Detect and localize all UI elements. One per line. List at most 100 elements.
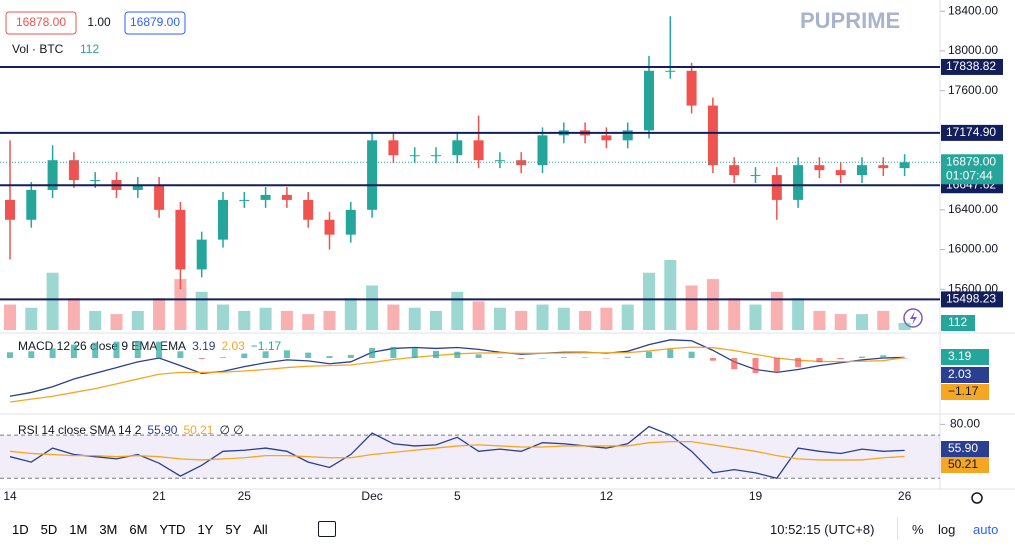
- value-tag-label: 50.21: [948, 457, 978, 471]
- histogram-bar: [92, 342, 99, 358]
- histogram-bar: [603, 358, 610, 359]
- volume-bar: [366, 285, 379, 330]
- volume-bar: [217, 304, 229, 330]
- histogram-bar: [582, 357, 589, 358]
- volume-bar: [110, 314, 123, 330]
- range-button[interactable]: 5Y: [225, 522, 242, 537]
- volume-bar: [515, 310, 528, 330]
- candle-body: [537, 135, 548, 166]
- volume-bar: [259, 307, 272, 330]
- range-button[interactable]: 5D: [40, 522, 58, 537]
- candle-body: [90, 180, 101, 182]
- candle-body: [26, 189, 37, 220]
- histogram-bar: [624, 356, 631, 358]
- histogram-bar: [177, 351, 184, 358]
- histogram-bar: [220, 357, 226, 358]
- y-tick-label: 16000.00: [948, 242, 998, 256]
- volume-bar: [728, 298, 741, 330]
- histogram-bar: [475, 354, 482, 358]
- histogram-bar: [7, 352, 13, 358]
- y-tick-label: 17600.00: [948, 83, 998, 97]
- range-button[interactable]: 1M: [69, 522, 88, 537]
- pane-legend: MACD 12 26 close 9 EMA EMA 3.19 2.03 −1.17: [18, 339, 281, 353]
- series-line: [9, 425, 905, 479]
- watermark: PUPRIME: [800, 8, 900, 33]
- candle-body: [878, 165, 889, 169]
- log-button[interactable]: log: [938, 522, 956, 537]
- volume-bar: [89, 310, 102, 330]
- volume-bar: [4, 304, 16, 330]
- histogram-bar: [262, 351, 269, 358]
- histogram-bar: [795, 358, 802, 368]
- range-button[interactable]: 1Y: [197, 522, 214, 537]
- candle-body: [260, 194, 271, 200]
- value-tag: [941, 441, 989, 457]
- x-tick-label: 25: [238, 489, 252, 503]
- histogram-bar: [496, 357, 503, 358]
- range-button[interactable]: 1D: [12, 522, 29, 537]
- value-tag-label: 3.19: [948, 349, 972, 363]
- volume-bar: [621, 304, 634, 330]
- value-tag-label: 2.03: [948, 367, 972, 381]
- candle-body: [239, 199, 250, 201]
- candle-body: [345, 209, 356, 235]
- percent-button[interactable]: %: [912, 522, 924, 537]
- volume-bar: [451, 291, 464, 330]
- level-label: 17174.90: [946, 125, 996, 139]
- candle-body: [793, 165, 804, 200]
- candle-body: [771, 175, 782, 200]
- range-button[interactable]: All: [253, 522, 268, 537]
- volume-bar: [792, 298, 805, 330]
- settings-icon[interactable]: [971, 492, 983, 504]
- sell-price[interactable]: 16878.00: [16, 15, 66, 29]
- candle-body: [218, 199, 228, 240]
- volume-bar: [408, 307, 421, 330]
- volume-bar: [344, 298, 357, 330]
- histogram-bar: [411, 348, 418, 358]
- volume-bar: [46, 272, 59, 330]
- buy-box[interactable]: [124, 11, 186, 35]
- histogram-bar: [28, 351, 35, 358]
- volume-legend-value: 112: [80, 42, 99, 56]
- range-button[interactable]: YTD: [159, 522, 186, 537]
- legend-extra: ∅ ∅: [219, 423, 243, 437]
- x-tick-label: 21: [152, 489, 166, 503]
- volume-bar: [280, 310, 293, 330]
- volume-bar: [770, 291, 783, 330]
- histogram-bar: [454, 351, 461, 358]
- candle-body: [452, 140, 463, 156]
- histogram-bar: [305, 352, 312, 358]
- histogram-bar: [688, 351, 695, 358]
- price-label: 16879.00: [946, 154, 996, 168]
- legend-value: 2.03: [221, 339, 245, 353]
- histogram-bar: [390, 346, 397, 358]
- calendar-icon[interactable]: [318, 521, 336, 537]
- volume-bar: [238, 310, 251, 330]
- histogram-bar: [837, 358, 844, 360]
- volume-bar: [834, 314, 847, 330]
- x-tick-label: 5: [454, 489, 461, 503]
- candle-body: [814, 165, 825, 171]
- range-button[interactable]: 6M: [129, 522, 148, 537]
- value-tag: [941, 367, 989, 383]
- series-line: [9, 440, 905, 461]
- volume-bar: [557, 307, 570, 330]
- sell-box[interactable]: [5, 11, 77, 35]
- volume-bar: [536, 304, 549, 330]
- pane-title: RSI 14 close SMA 14 2: [18, 423, 142, 437]
- histogram-bar: [369, 347, 376, 358]
- volume-legend: Vol · BTC: [12, 42, 64, 56]
- buy-price[interactable]: 16879.00: [130, 15, 180, 29]
- histogram-bar: [134, 340, 141, 358]
- auto-button[interactable]: auto: [973, 522, 999, 537]
- volume-tag-label: 112: [948, 315, 967, 329]
- range-button[interactable]: 3M: [99, 522, 118, 537]
- level-tag: [941, 58, 1003, 75]
- candle-body: [644, 70, 654, 131]
- candle-body: [132, 185, 143, 190]
- x-tick-label: Dec: [361, 489, 382, 503]
- candle-body: [431, 155, 441, 157]
- volume-bar: [195, 291, 208, 330]
- volume-tag: [941, 315, 975, 331]
